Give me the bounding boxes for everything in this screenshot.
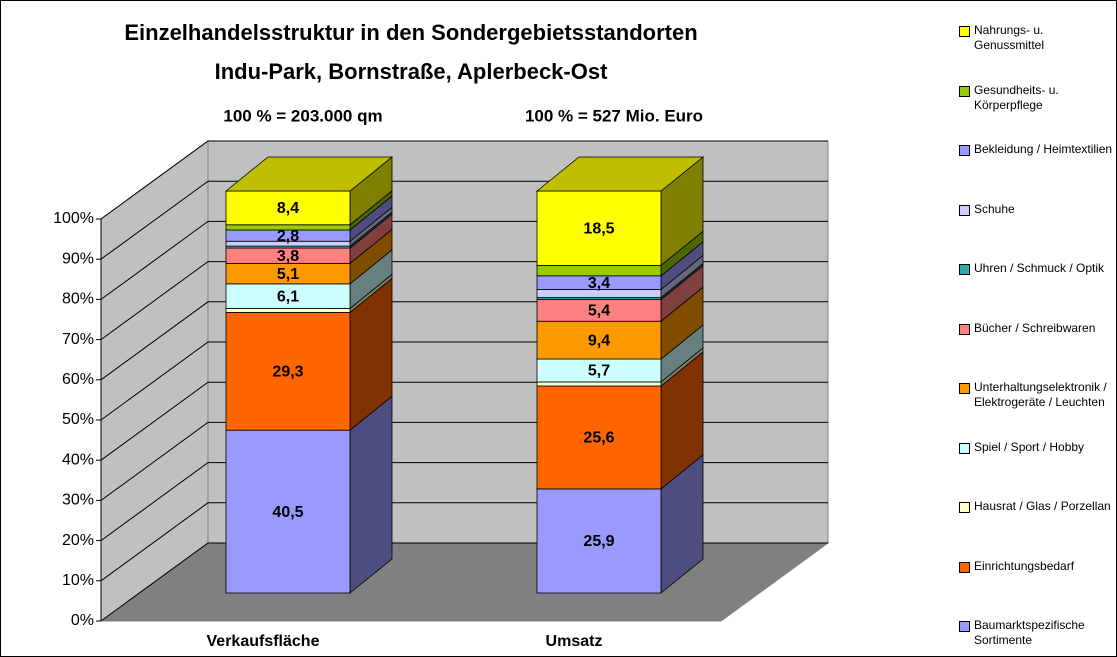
data-label: 3,4 (588, 275, 610, 292)
legend-label: Uhren / Schmuck / Optik (974, 261, 1105, 275)
plot: Einzelhandelsstruktur in den Sondergebie… (53, 20, 830, 650)
legend-item: Uhren / Schmuck / Optik (959, 261, 1116, 276)
legend-swatch (959, 204, 970, 216)
legend-item: Unterhaltungselektronik / Elektrogeräte … (959, 380, 1116, 410)
y-tick-label: 90% (62, 250, 94, 267)
data-label: 9,4 (588, 332, 610, 349)
legend-swatch (959, 383, 970, 394)
y-tick-label: 50% (62, 411, 94, 428)
data-label: 29,3 (272, 364, 303, 381)
y-tick-label: 10% (62, 572, 94, 589)
legend-label: Hausrat / Glas / Porzellan (974, 499, 1111, 513)
legend-item: Hausrat / Glas / Porzellan (959, 499, 1116, 514)
bar-segment (536, 381, 662, 387)
bar-segment (225, 190, 351, 226)
bar-segment (225, 312, 351, 431)
legend-label: Einrichtungsbedarf (974, 558, 1075, 573)
bar-segment (536, 190, 662, 266)
y-tick-label: 40% (62, 451, 94, 468)
y-tick-label: 20% (62, 532, 94, 549)
legend-swatch (959, 26, 970, 37)
legend-label: Baumarktspezifische Sortimente (974, 618, 1085, 647)
bar-top (224, 156, 394, 192)
data-label: 40,5 (272, 504, 303, 521)
category-note: 100 % = 527 Mio. Euro (525, 106, 703, 125)
x-tick-label: Verkaufsfläche (207, 633, 320, 650)
y-tick-label: 0% (71, 612, 94, 629)
data-label: 18,5 (583, 220, 614, 237)
bar-segment (225, 283, 351, 309)
legend-swatch (959, 145, 970, 156)
y-tick-label: 100% (53, 210, 94, 227)
bar-segment (225, 429, 351, 594)
data-label: 2,8 (277, 228, 299, 245)
chart-title: Einzelhandelsstruktur in den Sondergebie… (124, 20, 697, 45)
floor (99, 542, 830, 622)
data-label: 8,4 (277, 200, 299, 217)
bar-segment (225, 307, 351, 313)
legend-item: Einrichtungsbedarf (959, 559, 1116, 574)
legend-label: Nahrungs- u. Genussmittel (974, 23, 1045, 52)
legend-item: Baumarktspezifische Sortimente (959, 618, 1116, 648)
y-tick-label: 80% (62, 291, 94, 308)
legend-swatch (959, 85, 970, 97)
x-tick-label: Umsatz (546, 633, 603, 650)
legend-label: Gesundheits- u. Körperpflege (974, 82, 1059, 112)
legend-swatch (959, 264, 970, 275)
chart-title: Indu-Park, Bornstraße, Aplerbeck-Ost (215, 59, 609, 84)
legend-item: Gesundheits- u. Körperpflege (959, 83, 1116, 113)
bar-top (535, 156, 705, 192)
grid-line (100, 140, 828, 220)
y-tick-label: 60% (62, 371, 94, 388)
bar-segment (536, 488, 662, 594)
bar-segment (536, 320, 662, 360)
data-label: 5,4 (588, 303, 610, 320)
legend-swatch (959, 502, 970, 513)
data-label: 5,7 (588, 363, 610, 380)
data-label: 5,1 (277, 266, 299, 283)
legend-swatch (959, 323, 970, 335)
legend-label: Bücher / Schreibwaren (974, 320, 1096, 335)
legend-item: Bücher / Schreibwaren (959, 321, 1116, 336)
legend-item: Spiel / Sport / Hobby (959, 440, 1116, 455)
data-label: 25,9 (583, 533, 614, 550)
legend-label: Unterhaltungselektronik / Elektrogeräte … (974, 380, 1107, 409)
legend-swatch (959, 621, 970, 632)
y-tick-label: 30% (62, 492, 94, 509)
legend-label: Spiel / Sport / Hobby (974, 439, 1085, 454)
legend-item: Bekleidung / Heimtextilien (959, 142, 1116, 157)
y-tick-label: 70% (62, 331, 94, 348)
data-label: 25,6 (583, 430, 614, 447)
bar-side (349, 395, 393, 594)
legend-label: Schuhe (974, 201, 1015, 216)
category-note: 100 % = 203.000 qm (223, 106, 382, 125)
legend-item: Nahrungs- u. Genussmittel (959, 23, 1116, 53)
legend-item: Schuhe (959, 202, 1116, 217)
bar-segment (536, 385, 662, 490)
legend-label: Bekleidung / Heimtextilien (974, 142, 1113, 156)
legend-swatch (959, 442, 970, 454)
data-label: 3,8 (277, 248, 299, 265)
legend-swatch (959, 561, 970, 573)
data-label: 6,1 (277, 288, 299, 305)
